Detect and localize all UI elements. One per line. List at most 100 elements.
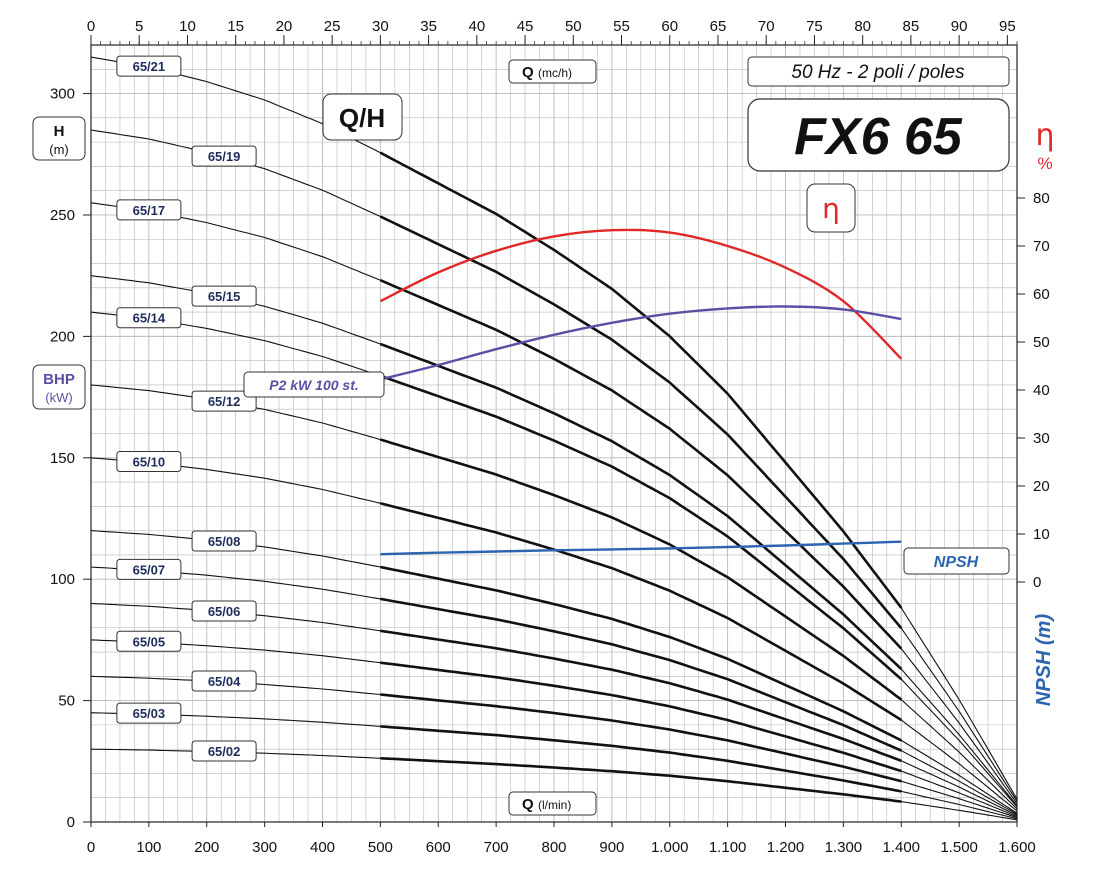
top-tick-label: 75: [806, 18, 823, 35]
top-tick-label: 90: [951, 18, 968, 35]
bottom-tick-label: 100: [136, 839, 161, 856]
left-axis-ticks: 0 50 100 150 200 250 300: [50, 86, 91, 831]
bottom-tick-label: 1.100: [709, 839, 747, 856]
left-tick-label: 200: [50, 328, 75, 345]
left-tick-label: 50: [58, 693, 75, 710]
series-label: 65/06: [208, 604, 241, 619]
head-curve-operating-65-06: [380, 629, 902, 763]
left-tick-label: 300: [50, 86, 75, 103]
head-curve-operating-65-07: [380, 597, 902, 752]
head-curve-operating-65-12: [380, 438, 903, 701]
series-label: 65/21: [133, 59, 166, 74]
right-tick-label: 30: [1033, 430, 1050, 447]
left-tick-label: 0: [67, 814, 75, 831]
efficiency-axis-label: η: [1035, 118, 1054, 153]
bottom-axis-label-unit: (l/min): [538, 798, 571, 812]
top-tick-label: 25: [324, 18, 341, 35]
series-label-box: [116, 630, 182, 652]
top-tick-label: 55: [613, 18, 630, 35]
bottom-tick-label: 500: [368, 839, 393, 856]
bottom-tick-label: 200: [194, 839, 219, 856]
series-label-box: [116, 451, 182, 473]
head-curve-operating-65-14: [379, 374, 903, 681]
head-curve-operating-65-17: [379, 279, 903, 650]
top-tick-label: 5: [135, 18, 143, 35]
left-tick-label: 250: [50, 207, 75, 224]
left-axis-label-head: H (m): [32, 116, 86, 161]
series-label: 65/19: [208, 149, 241, 164]
head-curve-operating-65-15: [379, 342, 903, 670]
bottom-tick-label: 700: [484, 839, 509, 856]
subtitle-box: 50 Hz - 2 poli / poles: [747, 56, 1010, 87]
series-label-box: [116, 199, 182, 221]
npsh-series-label-box: NPSH: [903, 547, 1010, 575]
bottom-tick-label: 900: [599, 839, 624, 856]
head-curve-operating-65-08: [380, 565, 902, 742]
top-tick-label: 15: [227, 18, 244, 35]
series-label: 65/05: [133, 634, 166, 649]
right-tick-label: 60: [1033, 286, 1050, 303]
head-curve-operating-65-21: [379, 151, 903, 609]
npsh-axis-label: NPSH (m): [1033, 614, 1055, 707]
series-label: 65/03: [133, 706, 166, 721]
curve-type-label: Q/H: [322, 93, 403, 141]
head-curve-operating-65-19: [379, 215, 903, 630]
npsh-curve: [380, 540, 902, 556]
left-tick-label: 150: [50, 450, 75, 467]
power-curve: [380, 305, 902, 381]
head-axis-label: H: [54, 123, 65, 140]
top-tick-label: 45: [517, 18, 534, 35]
series-label-box: [116, 558, 182, 580]
bottom-tick-label: 300: [252, 839, 277, 856]
bottom-tick-label: 1.300: [825, 839, 863, 856]
bottom-tick-label: 1.200: [767, 839, 805, 856]
series-label-box: [191, 390, 257, 412]
bottom-axis-label-q: Q: [522, 796, 534, 813]
series-label-box: [191, 530, 257, 552]
series-label: 65/04: [208, 674, 241, 689]
bottom-tick-label: 800: [541, 839, 566, 856]
efficiency-series-label: η: [822, 192, 840, 225]
series-label-box: [116, 55, 182, 77]
top-axis-label-unit: (mc/h): [538, 66, 572, 80]
efficiency-curve: [379, 228, 903, 360]
top-axis-label: Q (mc/h): [508, 59, 597, 84]
series-labels: 65/21 65/19 65/17 65/15 65/14 65/12 65/10 65/08…: [116, 55, 257, 762]
bottom-tick-label: 1.400: [882, 839, 920, 856]
top-tick-label: 70: [758, 18, 775, 35]
top-tick-label: 85: [903, 18, 920, 35]
head-curve-operating-65-10: [380, 502, 902, 722]
top-tick-label: 65: [710, 18, 727, 35]
series-label: 65/10: [133, 455, 166, 470]
top-axis-label-q: Q: [522, 64, 534, 81]
series-label-box: [191, 600, 257, 622]
series-label: 65/14: [133, 311, 166, 326]
top-tick-label: 40: [468, 18, 485, 35]
series-label-box: [116, 307, 182, 329]
right-tick-label: 10: [1033, 526, 1050, 543]
efficiency-axis-unit: %: [1037, 154, 1052, 173]
bottom-tick-label: 1.000: [651, 839, 689, 856]
head-curve-operating-65-03: [380, 725, 902, 793]
title-box: FX6 65: [747, 98, 1010, 172]
top-tick-label: 10: [179, 18, 196, 35]
chart-title: FX6 65: [794, 108, 963, 166]
subtitle: 50 Hz - 2 poli / poles: [791, 62, 965, 83]
top-tick-label: 95: [999, 18, 1016, 35]
series-label: 65/02: [208, 744, 241, 759]
top-tick-label: 60: [661, 18, 678, 35]
bottom-tick-label: 1.500: [940, 839, 978, 856]
efficiency-label-box: η: [806, 183, 856, 233]
right-axis-ticks: 0 10 20 30 40 50 60 70 80: [1017, 190, 1050, 591]
top-tick-label: 0: [87, 18, 95, 35]
bottom-tick-label: 0: [87, 839, 95, 856]
right-tick-label: 70: [1033, 238, 1050, 255]
right-tick-label: 80: [1033, 190, 1050, 207]
series-label: 65/07: [133, 562, 166, 577]
npsh-series-label: NPSH: [934, 554, 979, 571]
left-tick-label: 100: [50, 571, 75, 588]
top-tick-label: 35: [420, 18, 437, 35]
left-axis-label-power: BHP (kW): [32, 364, 86, 410]
power-series-label: P2 kW 100 st.: [269, 377, 359, 393]
